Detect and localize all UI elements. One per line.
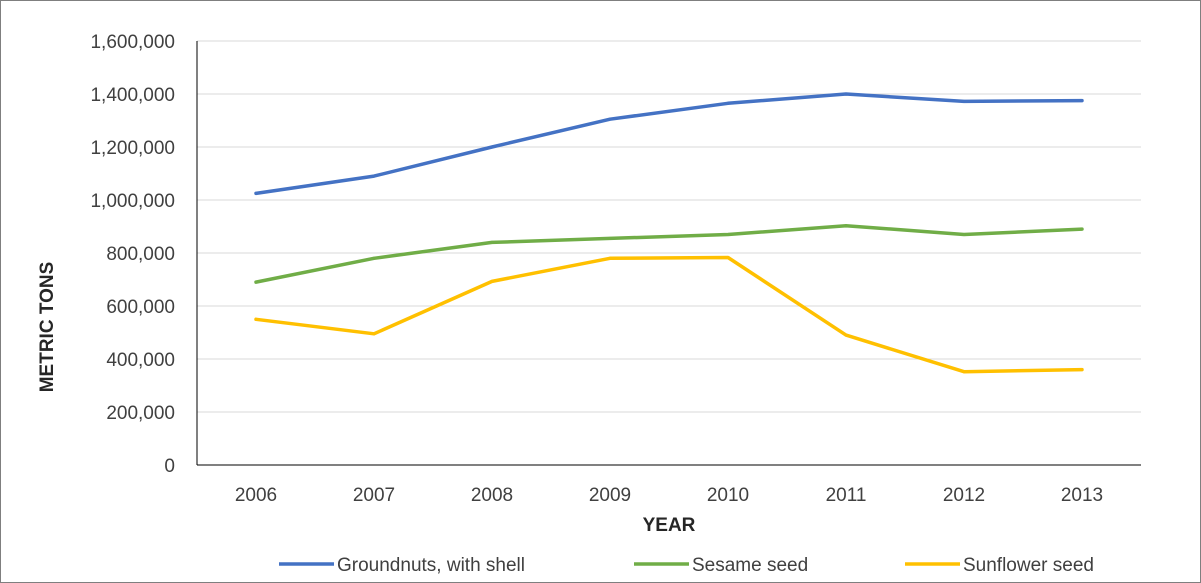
legend: Groundnuts, with shell Sesame seed Sunflow…: [279, 555, 1094, 576]
axes: [196, 41, 1141, 466]
y-tick-label: 400,000: [106, 350, 175, 371]
data-point: [726, 232, 730, 236]
x-axis-title: YEAR: [643, 515, 696, 536]
data-point: [490, 240, 494, 244]
x-tick-label: 2006: [235, 485, 277, 506]
x-tick-label: 2008: [471, 485, 513, 506]
data-point: [254, 317, 258, 321]
data-point: [608, 256, 612, 260]
x-tick-label: 2013: [1061, 485, 1103, 506]
data-point: [962, 232, 966, 236]
series-line: [254, 255, 1084, 374]
y-axis-title: METRIC TONS: [37, 262, 58, 393]
x-tick-label: 2011: [826, 485, 867, 506]
data-point: [372, 256, 376, 260]
y-tick-label: 600,000: [106, 297, 175, 318]
data-point: [962, 99, 966, 103]
y-tick-label: 0: [164, 456, 175, 477]
series-line: [254, 223, 1084, 284]
y-tick-label: 800,000: [106, 244, 175, 265]
series-line: [254, 92, 1084, 196]
legend-label: Groundnuts, with shell: [337, 555, 525, 576]
x-tick-label: 2012: [943, 485, 985, 506]
data-point: [844, 224, 848, 228]
data-point: [254, 191, 258, 195]
x-tick-label: 2010: [707, 485, 749, 506]
series-lines: [254, 92, 1084, 374]
data-point: [608, 236, 612, 240]
gridlines: [197, 40, 1141, 413]
data-point: [490, 279, 494, 283]
legend-label: Sunflower seed: [963, 555, 1094, 576]
y-tick-label: 200,000: [106, 403, 175, 424]
data-point: [844, 333, 848, 337]
data-point: [726, 101, 730, 105]
y-tick-label: 1,400,000: [90, 85, 175, 106]
y-tick-label: 1,600,000: [90, 32, 175, 53]
data-point: [1080, 368, 1084, 372]
data-point: [254, 280, 258, 284]
x-tick-labels: 2006 2007 2008 2009 2010 2011 2012 2013: [235, 485, 1103, 506]
y-tick-labels: 0 200,000 400,000 600,000 800,000 1,000,000 1,…: [90, 32, 175, 477]
y-tick-label: 1,200,000: [90, 138, 175, 159]
data-point: [608, 117, 612, 121]
legend-label: Sesame seed: [692, 555, 808, 576]
data-point: [372, 174, 376, 178]
data-point: [1080, 99, 1084, 103]
x-tick-label: 2007: [353, 485, 395, 506]
data-point: [726, 256, 730, 260]
data-point: [1080, 227, 1084, 231]
data-point: [490, 145, 494, 149]
x-tick-label: 2009: [589, 485, 631, 506]
data-point: [962, 370, 966, 374]
y-tick-label: 1,000,000: [90, 191, 175, 212]
data-point: [844, 92, 848, 96]
data-point: [372, 332, 376, 336]
